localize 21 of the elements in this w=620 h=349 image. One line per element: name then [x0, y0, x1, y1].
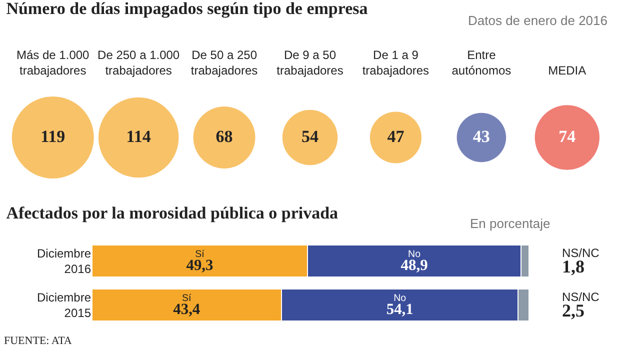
category-label: De 9 a 50 trabajadores — [276, 48, 344, 78]
data-label: 54 — [302, 126, 319, 146]
chart-subtitle: En porcentaje — [470, 216, 550, 231]
data-label: 114 — [126, 126, 152, 146]
category-label: Más de 1.000 trabajadores — [16, 48, 90, 78]
category-label: De 1 a 9 trabajadores — [362, 48, 430, 78]
category-label: De 250 a 1.000 trabajadores — [98, 48, 180, 78]
data-label: 43 — [472, 126, 490, 146]
source-note: FUENTE: ATA — [4, 335, 72, 347]
data-label: 68 — [216, 126, 233, 146]
text: Datos de enero de 2016 — [468, 13, 608, 28]
data-label: 47 — [387, 126, 405, 146]
text: Número de días impagados según tipo de empresa — [6, 0, 368, 18]
y-tick-label: Diciembre 2016 — [36, 246, 92, 276]
category-label: Entre autónomos — [452, 48, 512, 78]
chart-title: Afectados por la morosidad pública o privada — [6, 203, 339, 222]
data-label: 74 — [558, 126, 576, 146]
data-label: 119 — [40, 126, 66, 146]
category-label: MEDIA — [548, 64, 586, 78]
category-label: De 50 a 250 trabajadores — [190, 48, 258, 78]
y-tick-label: Diciembre 2015 — [36, 290, 92, 320]
